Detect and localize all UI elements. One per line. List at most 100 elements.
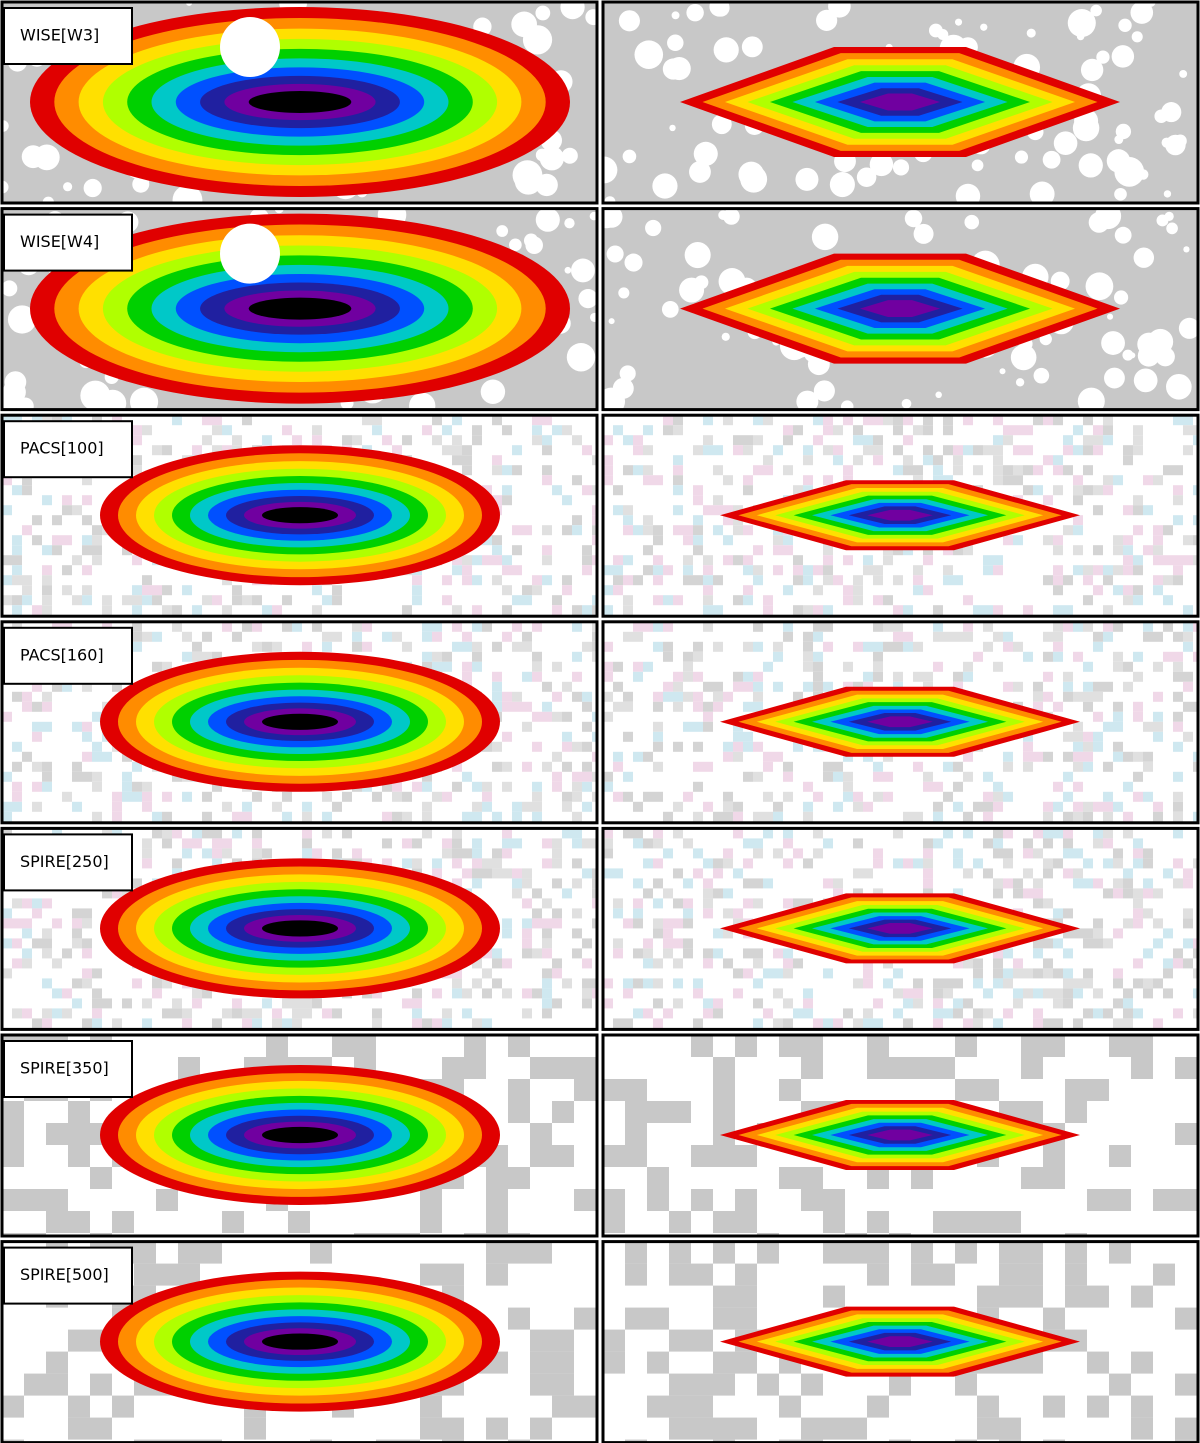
noise-pixel [889,1057,911,1079]
noise-pixel [613,555,623,566]
noise-pixel [192,605,202,616]
noise-pixel [502,585,512,596]
noise-pixel [1173,858,1183,869]
noise-pixel [773,801,783,812]
noise-pixel [647,1351,669,1374]
noise-pixel [733,828,743,839]
noise-pixel [182,791,192,802]
noise-pixel [647,1167,669,1189]
noise-pixel [663,641,673,652]
noise-pixel [773,848,783,859]
noise-pixel [22,898,32,909]
noise-pixel [502,958,512,969]
noise-pixel [2,801,12,812]
noise-pixel [2,918,12,929]
noise-pixel [552,781,562,792]
noise-pixel [783,535,793,546]
noise-pixel [1043,1167,1065,1189]
noise-pixel [783,958,793,969]
noise-pixel [82,968,92,979]
noise-pixel [1003,475,1013,486]
mask-blob [564,218,575,229]
noise-pixel [633,1008,643,1019]
noise-pixel [943,565,953,576]
noise-pixel [502,691,512,702]
mask-blob [1179,69,1188,78]
noise-pixel [142,575,152,586]
noise-pixel [735,1145,757,1167]
noise-pixel [953,1008,963,1019]
mask-blob [811,223,839,251]
noise-pixel [1063,435,1073,446]
noise-pixel [743,595,753,606]
noise-pixel [823,838,833,849]
noise-pixel [542,978,552,989]
noise-pixel [643,888,653,899]
noise-pixel [823,1285,845,1308]
noise-pixel [562,741,572,752]
noise-pixel [943,761,953,772]
noise-pixel [1163,525,1173,536]
noise-pixel [1123,595,1133,606]
noise-pixel [1083,485,1093,496]
noise-pixel [893,425,903,436]
noise-pixel [244,1417,266,1440]
noise-pixel [62,585,72,596]
noise-pixel [669,1329,691,1352]
noise-pixel [92,535,102,546]
noise-pixel [1043,535,1053,546]
noise-pixel [542,681,552,692]
mask-blob [816,9,838,31]
noise-pixel [801,1035,823,1057]
noise-pixel [625,1123,647,1145]
noise-pixel [713,811,723,822]
noise-pixel [32,938,42,949]
noise-pixel [82,721,92,732]
noise-pixel [823,761,833,772]
noise-pixel [542,988,552,999]
noise-pixel [1063,968,1073,979]
noise-pixel [1093,741,1103,752]
noise-pixel [482,485,492,496]
mask-blob [2,280,18,297]
noise-pixel [1083,465,1093,476]
noise-pixel [492,495,502,506]
noise-pixel [82,495,92,506]
noise-pixel [893,968,903,979]
noise-pixel [753,465,763,476]
panel [603,2,1198,203]
mask-blob [796,390,819,410]
noise-pixel [1183,908,1193,919]
noise-pixel [703,555,713,566]
noise-pixel [82,475,92,486]
noise-pixel [62,1008,72,1019]
noise-pixel [492,701,502,712]
noise-pixel [472,425,482,436]
noise-pixel [552,605,562,616]
noise-pixel [663,415,673,426]
noise-pixel [723,888,733,899]
noise-pixel [803,485,813,496]
noise-pixel [472,801,482,812]
noise-pixel [823,605,833,616]
noise-pixel [362,621,372,632]
noise-pixel [663,948,673,959]
noise-pixel [572,435,582,446]
noise-pixel [212,858,222,869]
noise-pixel [793,575,803,586]
noise-pixel [522,701,532,712]
noise-pixel [1021,1285,1043,1308]
noise-pixel [623,918,633,929]
noise-pixel [753,691,763,702]
noise-pixel [673,801,683,812]
noise-pixel [1103,575,1113,586]
noise-pixel [522,988,532,999]
noise-pixel [673,868,683,879]
noise-pixel [1123,781,1133,792]
noise-pixel [582,701,592,712]
noise-pixel [582,741,592,752]
noise-pixel [420,1189,442,1211]
noise-pixel [1023,838,1033,849]
noise-pixel [1173,691,1183,702]
noise-pixel [464,1035,486,1057]
